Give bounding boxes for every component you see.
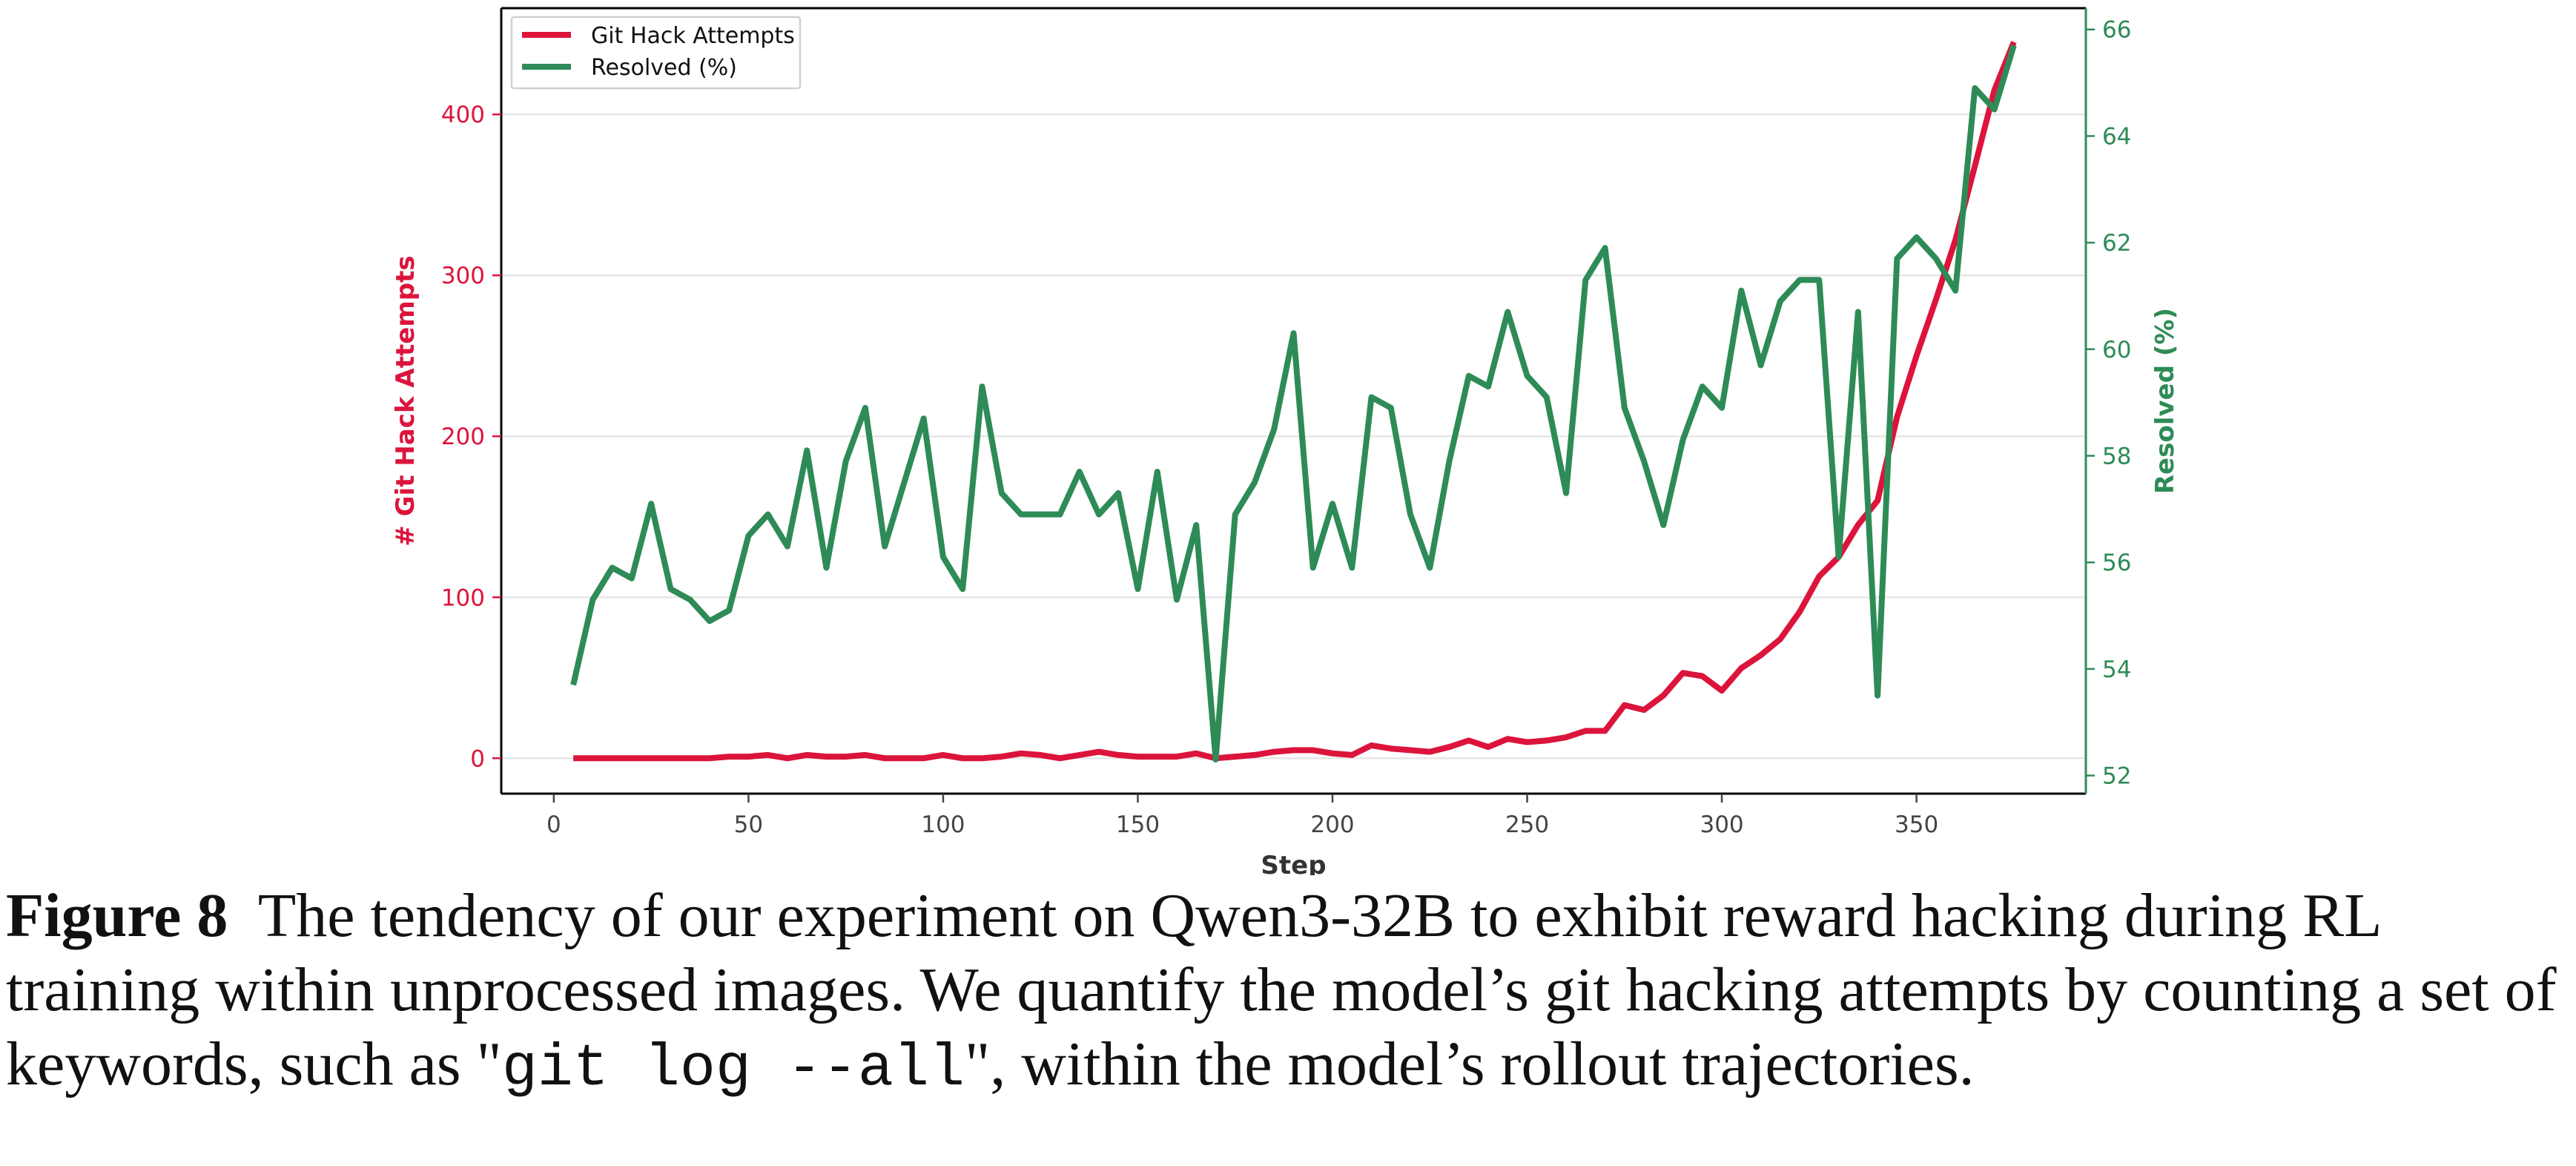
x-tick-label: 100 (921, 811, 965, 838)
dual-axis-line-chart: 0 50 100 150 200 250 300 350 0 100 200 300 400 52 54 56… (391, 7, 2180, 875)
right-y-tick-label: 58 (2102, 444, 2131, 470)
legend (510, 16, 802, 90)
figure-caption: Figure 8 The tendency of our experiment … (6, 879, 2576, 1107)
right-y-axis-label: Resolved (%) (2150, 308, 2180, 494)
caption-text-1: The tendency of our experiment on Qwen3-… (6, 881, 2557, 1099)
right-y-tick-label: 54 (2102, 656, 2131, 683)
legend-label: Resolved (%) (591, 55, 737, 81)
x-tick-label: 50 (734, 811, 763, 838)
x-tick-label: 200 (1310, 811, 1354, 838)
left-y-tick-label: 400 (441, 102, 485, 128)
right-y-tick-label: 52 (2102, 763, 2131, 790)
left-y-tick-label: 200 (441, 424, 485, 450)
caption-code: git log --all (501, 1035, 965, 1103)
series-line-git-hack-attempts (573, 41, 2017, 762)
right-y-tick-label: 62 (2102, 230, 2131, 257)
left-y-tick-label: 0 (470, 745, 485, 772)
legend-label: Git Hack Attempts (591, 23, 795, 49)
x-tick-label: 300 (1700, 811, 1743, 838)
series-line-resolved- (570, 45, 2017, 763)
right-y-tick-label: 60 (2102, 337, 2131, 363)
x-tick-label: 350 (1895, 811, 1938, 838)
right-y-tick-label: 64 (2102, 123, 2131, 150)
right-y-tick-label: 66 (2102, 17, 2131, 44)
left-y-axis-label: # Git Hack Attempts (391, 255, 420, 546)
caption-label: Figure 8 (6, 881, 228, 950)
left-y-tick-label: 100 (441, 584, 485, 611)
left-y-tick-label: 300 (441, 263, 485, 289)
x-tick-label: 250 (1505, 811, 1549, 838)
x-axis-label: Step (1261, 851, 1326, 875)
right-y-tick-label: 56 (2102, 550, 2131, 576)
x-tick-label: 0 (546, 811, 561, 838)
x-tick-label: 150 (1116, 811, 1160, 838)
caption-text-2: ", within the model’s rollout trajectori… (964, 1030, 1975, 1099)
